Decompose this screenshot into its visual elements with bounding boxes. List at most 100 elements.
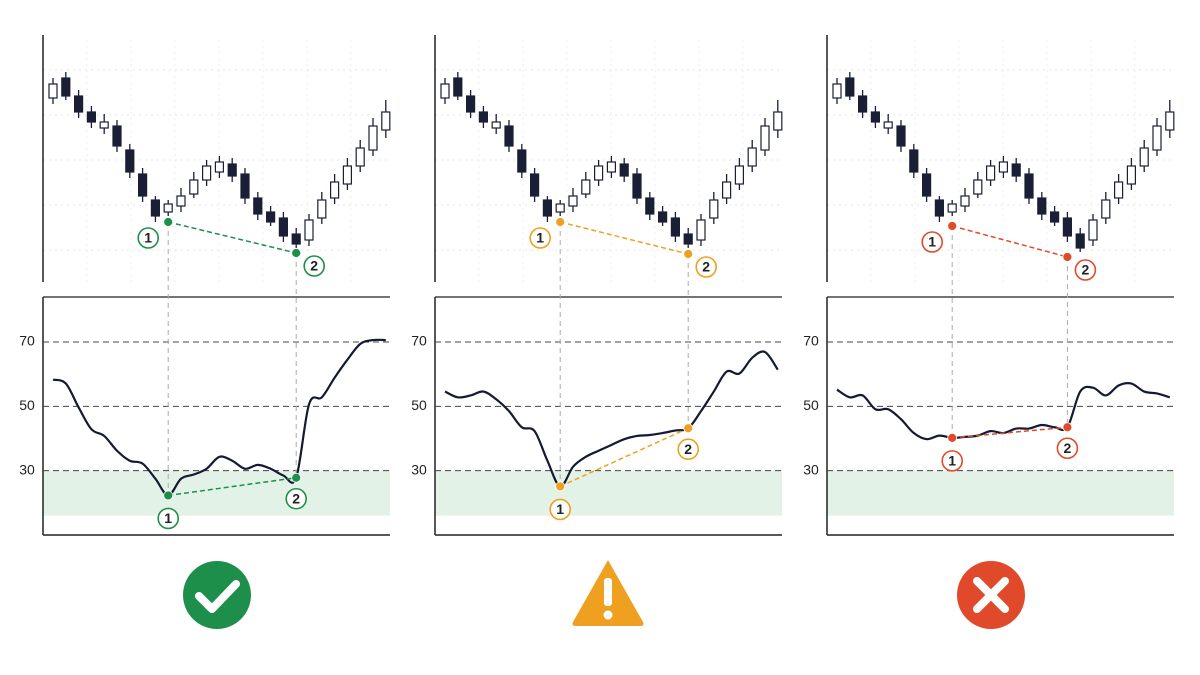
rsi-line (836, 382, 1171, 441)
price_points-dot (947, 221, 958, 231)
candle-body (355, 147, 365, 167)
y-tick-label: 70 (19, 333, 35, 349)
candle-body (857, 95, 868, 113)
y-tick-label: 50 (803, 397, 819, 413)
label-ring (941, 450, 964, 472)
candle-body (696, 219, 706, 241)
candle-body (1165, 111, 1175, 131)
label-ring (549, 498, 572, 521)
candle-body (266, 211, 276, 223)
point-label: 1 (164, 510, 172, 526)
oversold-zone (827, 470, 1174, 516)
price_points-dot (683, 249, 694, 259)
candle-body (1075, 233, 1085, 249)
candle-body (581, 179, 591, 195)
candle-body (125, 149, 135, 173)
candle-body (1152, 125, 1162, 151)
candle-body (973, 179, 983, 195)
candle-body (48, 83, 58, 99)
label-ring (1056, 437, 1079, 460)
candle-body (138, 173, 148, 197)
candle-body (670, 217, 681, 237)
rsi_points-dot (947, 432, 958, 443)
candle-body (947, 203, 957, 213)
candle-body (150, 199, 160, 217)
candle-body (227, 163, 237, 177)
price-divergence (168, 221, 297, 254)
point-label: 2 (292, 490, 300, 506)
point-label: 2 (1082, 262, 1090, 278)
candle-body (883, 121, 893, 129)
candle-body (747, 147, 757, 167)
candle-body (870, 111, 881, 123)
rsi_points-dot (291, 472, 302, 483)
candle-body (529, 173, 540, 197)
candle-body (593, 165, 604, 181)
candle-body (86, 111, 97, 123)
rsi-divergence (168, 477, 297, 497)
candle-body (657, 211, 668, 223)
price-divergence (560, 221, 689, 255)
candle-body (466, 95, 476, 113)
candle-body (896, 125, 906, 147)
candle-body (1101, 199, 1111, 219)
candle-body (1037, 197, 1047, 215)
candle-body (163, 203, 173, 213)
candle-body (73, 95, 84, 113)
candle-body (453, 77, 463, 97)
verdict-invalid (957, 561, 1025, 629)
label-ring (1074, 259, 1097, 281)
candle-body (504, 125, 514, 147)
point-label: 2 (1064, 440, 1072, 456)
price_points-dot (163, 217, 174, 227)
label-ring (303, 255, 326, 277)
candle-body (381, 111, 391, 131)
candle-body (709, 199, 719, 219)
label-ring (285, 487, 308, 510)
rsi-line (52, 338, 386, 497)
candle-body (934, 199, 945, 217)
candle-body (568, 195, 578, 207)
candle-body (291, 233, 301, 245)
candle-body (317, 199, 327, 219)
candle-body (61, 77, 71, 97)
rsi_points-dot (1062, 422, 1073, 433)
candle-body (478, 111, 488, 123)
candle-body (921, 173, 932, 197)
y-tick-label: 70 (411, 333, 427, 349)
candle-body (202, 165, 212, 181)
y-tick-label: 30 (803, 461, 819, 477)
oversold-zone (435, 470, 782, 516)
candle-body (342, 165, 352, 185)
candle-body (253, 197, 263, 215)
candle-body (683, 233, 693, 245)
oversold-zone (43, 470, 390, 516)
candle-body (909, 149, 919, 173)
candle-body (1049, 211, 1060, 223)
candle-body (721, 181, 732, 199)
label-ring (137, 227, 159, 249)
candle-body (1024, 173, 1034, 199)
y-tick-label: 50 (19, 397, 35, 413)
rsi_points-dot (163, 490, 174, 501)
point-label: 2 (310, 258, 318, 274)
point-label: 2 (684, 441, 692, 457)
candle-body (1113, 181, 1124, 199)
rsi_points-dot (555, 481, 566, 492)
candle-body (734, 165, 745, 185)
price_points-dot (555, 217, 566, 227)
point-label: 1 (928, 234, 936, 250)
candle-body (845, 77, 855, 97)
candle-body (214, 161, 224, 173)
point-label: 1 (556, 501, 564, 517)
candle-body (832, 83, 842, 99)
verdict-valid (183, 561, 251, 629)
candle-body (1011, 163, 1021, 177)
point-label: 1 (144, 230, 152, 246)
price_points-dot (1062, 252, 1073, 262)
candle-body (773, 111, 783, 131)
candle-body (440, 83, 450, 99)
y-tick-label: 30 (411, 461, 427, 477)
label-ring (677, 438, 700, 461)
